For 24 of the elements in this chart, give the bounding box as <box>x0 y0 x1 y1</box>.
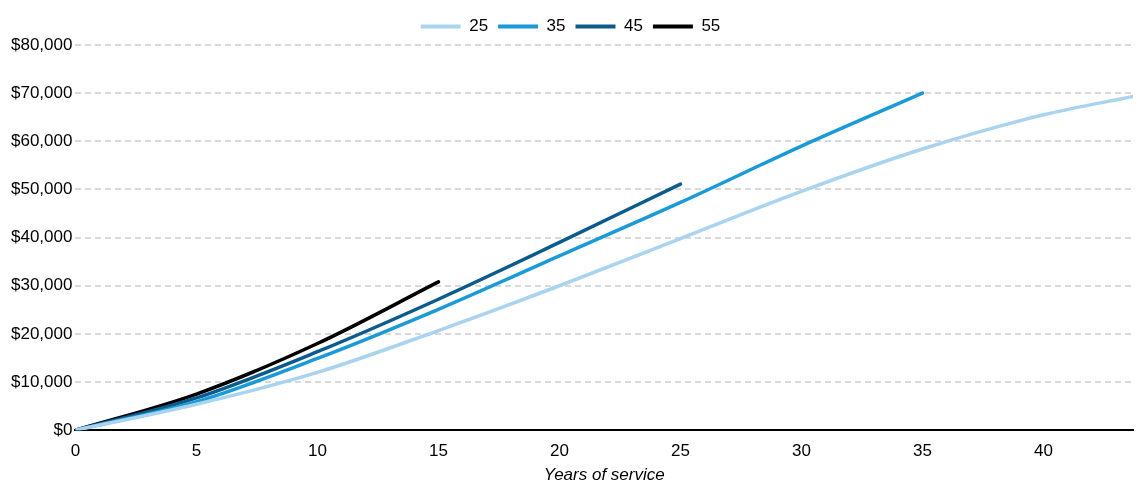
y-tick-label: $30,000 <box>11 275 73 295</box>
y-tick-label: $40,000 <box>11 227 73 247</box>
y-tick-label: $70,000 <box>11 82 73 102</box>
legend-label: 45 <box>624 16 643 36</box>
x-tick-label: 15 <box>428 441 448 461</box>
x-tick-label: 0 <box>70 441 81 461</box>
y-tick-label: $10,000 <box>11 371 73 391</box>
x-tick-label: 40 <box>1034 441 1053 461</box>
y-tick-label: $60,000 <box>11 130 73 150</box>
x-tick-label: 20 <box>549 441 569 461</box>
y-tick-label: $80,000 <box>11 34 73 54</box>
y-tick-label: $0 <box>53 419 73 439</box>
legend-label: 35 <box>546 16 566 36</box>
x-tick-label: 35 <box>913 441 932 461</box>
line-series <box>75 94 1133 431</box>
x-tick-label: 30 <box>792 441 811 461</box>
legend-label: 25 <box>469 16 489 36</box>
legend-label: 55 <box>701 16 721 36</box>
y-tick-label: $50,000 <box>11 179 73 199</box>
x-axis-title: Years of service <box>543 464 665 484</box>
x-tick-label: 10 <box>307 441 327 461</box>
x-tick-label: 25 <box>671 441 690 461</box>
x-tick-label: 5 <box>191 441 202 461</box>
y-tick-label: $20,000 <box>11 323 73 343</box>
